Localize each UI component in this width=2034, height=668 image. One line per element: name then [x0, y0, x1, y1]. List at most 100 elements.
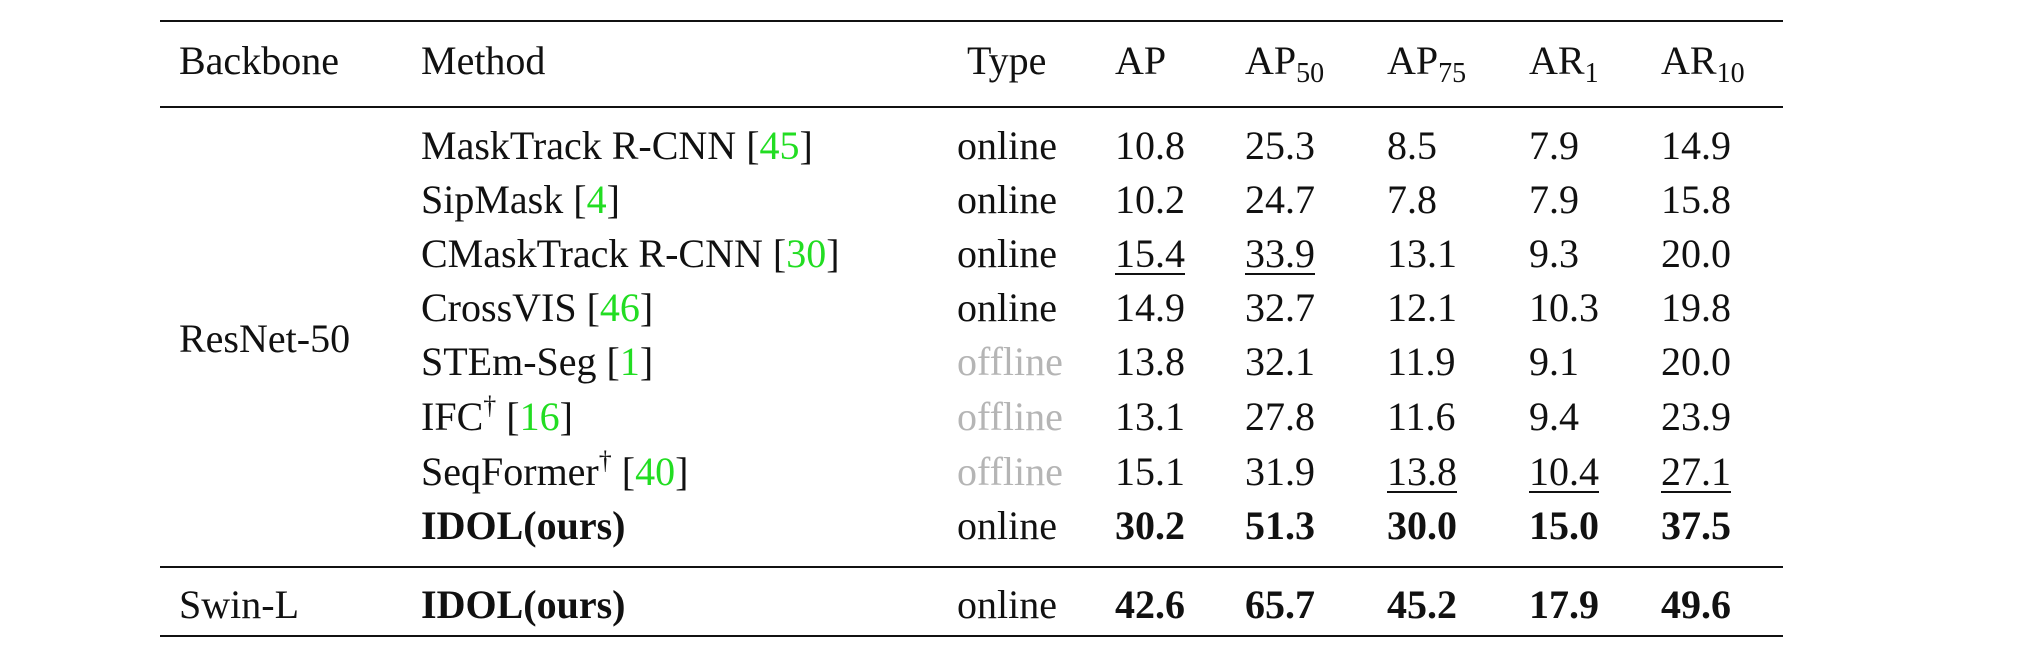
- value: 10.3: [1529, 285, 1599, 330]
- bracket: [: [772, 231, 787, 276]
- type-cell: offline: [957, 342, 1063, 382]
- value: 15.0: [1529, 503, 1599, 548]
- header-text: AR: [1661, 38, 1717, 83]
- value: 13.1: [1387, 231, 1457, 276]
- value: 9.3: [1529, 231, 1579, 276]
- value-cell: 11.9: [1387, 342, 1456, 382]
- value-cell: 33.9: [1245, 234, 1315, 274]
- header-text: AP: [1115, 38, 1167, 83]
- bracket: [: [506, 394, 520, 439]
- top-rule: [160, 20, 1783, 22]
- value-cell: 25.3: [1245, 126, 1315, 166]
- value: 9.1: [1529, 339, 1579, 384]
- header-cell: AR1: [1529, 41, 1599, 88]
- method-cell: MaskTrack R-CNN [45]: [421, 126, 813, 166]
- dagger: †: [598, 446, 612, 475]
- backbone-cell: ResNet-50: [179, 319, 350, 359]
- bracket: [: [573, 177, 587, 222]
- value: 19.8: [1661, 285, 1731, 330]
- value-cell: 45.2: [1387, 585, 1457, 625]
- header-text: Type: [967, 38, 1047, 83]
- bracket: [: [586, 285, 600, 330]
- value-cell: 23.9: [1661, 397, 1731, 437]
- value-cell: 32.7: [1245, 288, 1315, 328]
- bottom-rule: [160, 635, 1783, 637]
- value-cell: 32.1: [1245, 342, 1315, 382]
- value: 27.1: [1661, 449, 1731, 494]
- method-cell: SipMask [4]: [421, 180, 620, 220]
- type-cell: online: [957, 506, 1057, 546]
- bracket: [: [746, 123, 760, 168]
- header-text: Backbone: [179, 38, 339, 83]
- value-cell: 65.7: [1245, 585, 1315, 625]
- method-name: SeqFormer: [421, 449, 599, 494]
- value-cell: 9.3: [1529, 234, 1579, 274]
- type-cell: online: [957, 126, 1057, 166]
- value: 10.8: [1115, 123, 1185, 168]
- citation-number: 4: [586, 177, 607, 222]
- value-cell: 15.1: [1115, 452, 1185, 492]
- value: 27.8: [1245, 394, 1315, 439]
- value: 15.4: [1115, 231, 1185, 276]
- type: online: [957, 231, 1057, 276]
- bracket: ]: [675, 449, 689, 494]
- method-name: IDOL(ours): [421, 503, 626, 548]
- method-cell: IFC† [16]: [421, 393, 573, 439]
- value-cell: 14.9: [1661, 126, 1731, 166]
- method-name: SipMask: [421, 177, 564, 222]
- value-cell: 27.1: [1661, 452, 1731, 492]
- value-cell: 15.0: [1529, 506, 1599, 546]
- value-cell: 15.8: [1661, 180, 1731, 220]
- value: 30.2: [1115, 503, 1185, 548]
- method-name: CMaskTrack R-CNN: [421, 231, 763, 276]
- header-cell: Type: [967, 41, 1046, 81]
- citation: [30]: [773, 231, 840, 276]
- header-cell: AP: [1115, 41, 1166, 81]
- value-cell: 13.1: [1115, 397, 1185, 437]
- citation-number: 1: [619, 339, 640, 384]
- value-cell: 14.9: [1115, 288, 1185, 328]
- group-rule: [160, 566, 1783, 568]
- type: online: [957, 582, 1057, 627]
- value-cell: 37.5: [1661, 506, 1731, 546]
- type: offline: [957, 394, 1063, 439]
- value-cell: 17.9: [1529, 585, 1599, 625]
- value-cell: 20.0: [1661, 234, 1731, 274]
- header-subscript: 10: [1716, 58, 1745, 89]
- value-cell: 9.4: [1529, 397, 1579, 437]
- type: online: [957, 177, 1057, 222]
- method-cell: IDOL(ours): [421, 585, 625, 625]
- value-cell: 10.2: [1115, 180, 1185, 220]
- citation-number: 46: [599, 285, 640, 330]
- header-cell: Backbone: [179, 41, 339, 81]
- bracket: [: [621, 449, 636, 494]
- type-cell: offline: [957, 452, 1063, 492]
- citation: [46]: [587, 285, 654, 330]
- header-cell: AP75: [1387, 41, 1466, 88]
- citation-number: 45: [759, 123, 800, 168]
- dagger: †: [483, 391, 497, 420]
- value: 17.9: [1529, 582, 1599, 627]
- method-name: IFC: [421, 394, 484, 439]
- header-subscript: 75: [1438, 58, 1467, 89]
- value-cell: 12.1: [1387, 288, 1457, 328]
- value: 37.5: [1661, 503, 1731, 548]
- type: online: [957, 285, 1057, 330]
- value: 42.6: [1115, 582, 1185, 627]
- value-cell: 10.3: [1529, 288, 1599, 328]
- value: 51.3: [1245, 503, 1315, 548]
- value-cell: 49.6: [1661, 585, 1731, 625]
- backbone: ResNet-50: [179, 316, 351, 361]
- header-subscript: 50: [1296, 58, 1325, 89]
- value: 14.9: [1115, 285, 1185, 330]
- citation-number: 40: [635, 449, 676, 494]
- citation-number: 30: [786, 231, 827, 276]
- bracket: ]: [639, 285, 654, 330]
- type-cell: online: [957, 180, 1057, 220]
- header-text: Method: [421, 38, 546, 83]
- value: 9.4: [1529, 394, 1579, 439]
- value: 7.9: [1529, 123, 1579, 168]
- value: 10.4: [1529, 449, 1599, 494]
- type-cell: offline: [957, 397, 1063, 437]
